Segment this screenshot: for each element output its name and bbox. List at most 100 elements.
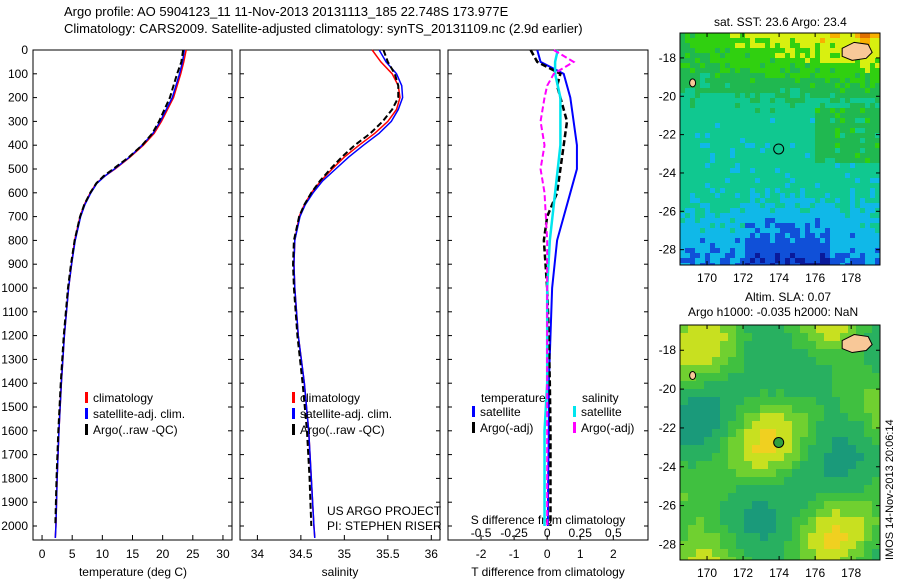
map-cell [850,33,855,38]
map-cell [705,78,710,83]
map-cell [740,113,745,118]
map-cell [808,421,816,429]
map-cell [730,63,735,68]
map-cell [790,68,795,73]
map-cell [800,477,808,485]
map-cell [740,243,745,248]
map-cell [728,533,736,541]
map-lat-tick-label: -22 [659,128,677,142]
map-cell [830,98,835,103]
map-cell [800,333,808,341]
map-cell [700,88,705,93]
map-cell [785,198,790,203]
map-cell [680,477,688,485]
map-cell [745,53,750,58]
map-cell [872,493,880,501]
map-cell [875,178,880,183]
map-cell [685,153,690,158]
map-cell [680,533,688,541]
map-cell [784,557,792,560]
map-cell [750,178,755,183]
map-cell [696,341,704,349]
map-cell [785,78,790,83]
map-cell [830,168,835,173]
map-cell [870,168,875,173]
map-cell [725,103,730,108]
map-cell [770,58,775,63]
map-cell [800,233,805,238]
map-cell [872,349,880,357]
map-cell [696,557,704,560]
map-cell [825,263,830,265]
map-cell [850,83,855,88]
map-cell [864,557,872,560]
map-cell [752,525,760,533]
map-cell [750,38,755,43]
map-cell [795,263,800,265]
map-cell [860,138,865,143]
map-cell [860,123,865,128]
map-cell [740,188,745,193]
map-cell [745,168,750,173]
map-cell [870,238,875,243]
map-cell [715,183,720,188]
map-cell [760,133,765,138]
map-cell [720,549,728,557]
map-cell [750,78,755,83]
map-cell [690,233,695,238]
map-cell [750,43,755,48]
map-cell [865,248,870,253]
map-cell [825,203,830,208]
map-cell [810,243,815,248]
map-cell [800,138,805,143]
map-cell [848,421,856,429]
map-cell [845,88,850,93]
map-cell [680,58,685,63]
map-cell [685,158,690,163]
map-cell [765,38,770,43]
map-cell [810,183,815,188]
map-cell [760,188,765,193]
map-cell [690,73,695,78]
map-cell [810,48,815,53]
map-cell [730,263,735,265]
map-cell [825,158,830,163]
map-cell [855,183,860,188]
map-cell [865,168,870,173]
map-cell [780,163,785,168]
map-cell [715,138,720,143]
map-cell [835,238,840,243]
map-cell [760,163,765,168]
map-cell [750,93,755,98]
map-cell [680,63,685,68]
map-cell [770,148,775,153]
map-cell [696,477,704,485]
map-cell [736,365,744,373]
map-cell [770,258,775,263]
map-cell [795,208,800,213]
map-cell [704,437,712,445]
map-cell [728,469,736,477]
legend-label: Argo(-adj) [480,421,533,435]
map-cell [870,208,875,213]
map-cell [875,148,880,153]
map-cell [800,203,805,208]
map-cell [790,33,795,38]
map-cell [720,429,728,437]
map-cell [824,517,832,525]
map-cell [720,223,725,228]
map-cell [830,228,835,233]
map-cell [770,63,775,68]
map-cell [830,58,835,63]
map-cell [800,389,808,397]
map-cell [830,73,835,78]
map-cell [845,138,850,143]
map-cell [720,325,728,333]
map-cell [760,541,768,549]
map-cell [815,203,820,208]
map-cell [745,223,750,228]
map-cell [800,533,808,541]
map-cell [725,98,730,103]
map-cell [730,88,735,93]
map-cell [808,413,816,421]
